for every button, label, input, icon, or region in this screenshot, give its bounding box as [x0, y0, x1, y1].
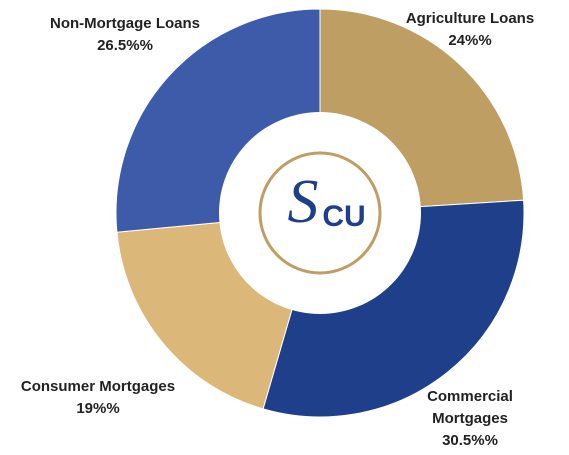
slice-label: Consumer Mortgages 19%% — [0, 376, 198, 420]
logo-script: S — [288, 168, 319, 236]
category-label: Consumer Mortgages — [20, 378, 176, 395]
value-label: 26.5%% — [97, 37, 153, 54]
slice-label: Commercial Mortgages 30.5%% — [415, 386, 525, 452]
logo-text: CU — [322, 200, 365, 233]
donut-hole — [219, 112, 421, 314]
value-label: 24%% — [448, 32, 492, 49]
slice-label: Non-Mortgage Loans 26.5%% — [25, 13, 225, 57]
category-label: Non-Mortgage Loans — [50, 15, 200, 32]
value-label: 19%% — [76, 400, 120, 417]
category-label: Commercial Mortgages — [427, 388, 513, 427]
slice-label: Agriculture Loans 24%% — [370, 8, 569, 52]
value-label: 30.5%% — [442, 432, 498, 449]
logo-ring — [258, 151, 382, 275]
category-label: Agriculture Loans — [405, 10, 535, 27]
